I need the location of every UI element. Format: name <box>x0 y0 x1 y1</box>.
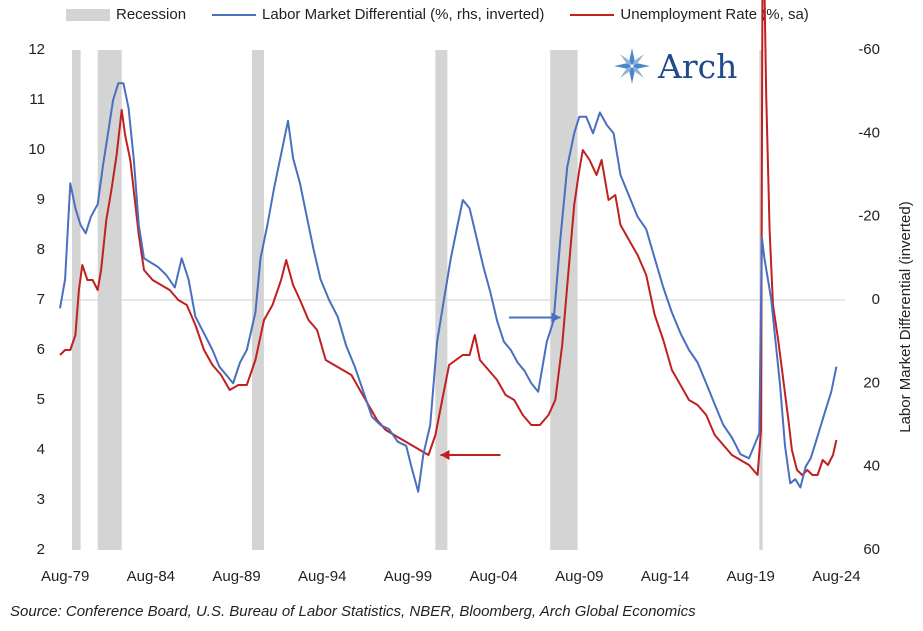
y2-tick-label: 20 <box>863 374 880 391</box>
y-tick-label: 7 <box>37 291 45 308</box>
y2-tick-label: -60 <box>858 41 880 58</box>
y2-tick-label: 60 <box>863 541 880 558</box>
arrow-head-1 <box>440 450 450 460</box>
x-tick-label: Aug-84 <box>127 568 175 585</box>
y-tick-label: 9 <box>37 191 45 208</box>
x-tick-label: Aug-14 <box>641 568 689 585</box>
y2-tick-label: 40 <box>863 458 880 475</box>
y-tick-label: 5 <box>37 391 45 408</box>
y-tick-label: 3 <box>37 491 45 508</box>
legend-item-recession: Recession <box>66 6 186 23</box>
y-tick-label: 11 <box>29 91 45 108</box>
y-tick-label: 6 <box>37 341 45 358</box>
y2-axis-title: Labor Market Differential (inverted) <box>897 201 914 433</box>
x-tick-label: Aug-19 <box>727 568 775 585</box>
y-tick-label: 8 <box>37 241 45 258</box>
x-tick-label: Aug-99 <box>384 568 432 585</box>
y-tick-label: 12 <box>28 41 45 58</box>
source-note: Source: Conference Board, U.S. Bureau of… <box>10 603 696 620</box>
arrow-head-0 <box>551 312 561 323</box>
y-tick-label: 10 <box>28 141 45 158</box>
y-tick-label: 4 <box>37 441 45 458</box>
x-tick-label: Aug-09 <box>555 568 603 585</box>
series-line-unemployment <box>59 0 838 476</box>
y2-tick-label: -20 <box>858 208 880 225</box>
y-tick-label: 2 <box>37 541 45 558</box>
y2-axis-title-text: Labor Market Differential (inverted) <box>897 201 914 433</box>
y2-tick-label: 0 <box>872 291 880 308</box>
x-tick-label: Aug-24 <box>812 568 860 585</box>
arch-logo: Arch <box>612 46 737 86</box>
x-tick-label: Aug-79 <box>41 568 89 585</box>
legend-item-differential: Labor Market Differential (%, rhs, inver… <box>212 6 544 23</box>
logo-text: Arch <box>658 46 738 86</box>
legend-swatch-unemployment <box>570 13 615 16</box>
star-burst-icon <box>614 48 650 84</box>
legend-swatch-differential <box>212 13 257 16</box>
x-tick-label: Aug-04 <box>469 568 517 585</box>
legend-swatch-recession <box>66 8 110 21</box>
legend-label-recession: Recession <box>116 6 187 23</box>
x-tick-label: Aug-94 <box>298 568 346 585</box>
x-tick-label: Aug-89 <box>212 568 260 585</box>
legend-label-differential: Labor Market Differential (%, rhs, inver… <box>262 6 545 23</box>
series-line-differential <box>59 82 838 493</box>
y2-tick-label: -40 <box>858 124 880 141</box>
